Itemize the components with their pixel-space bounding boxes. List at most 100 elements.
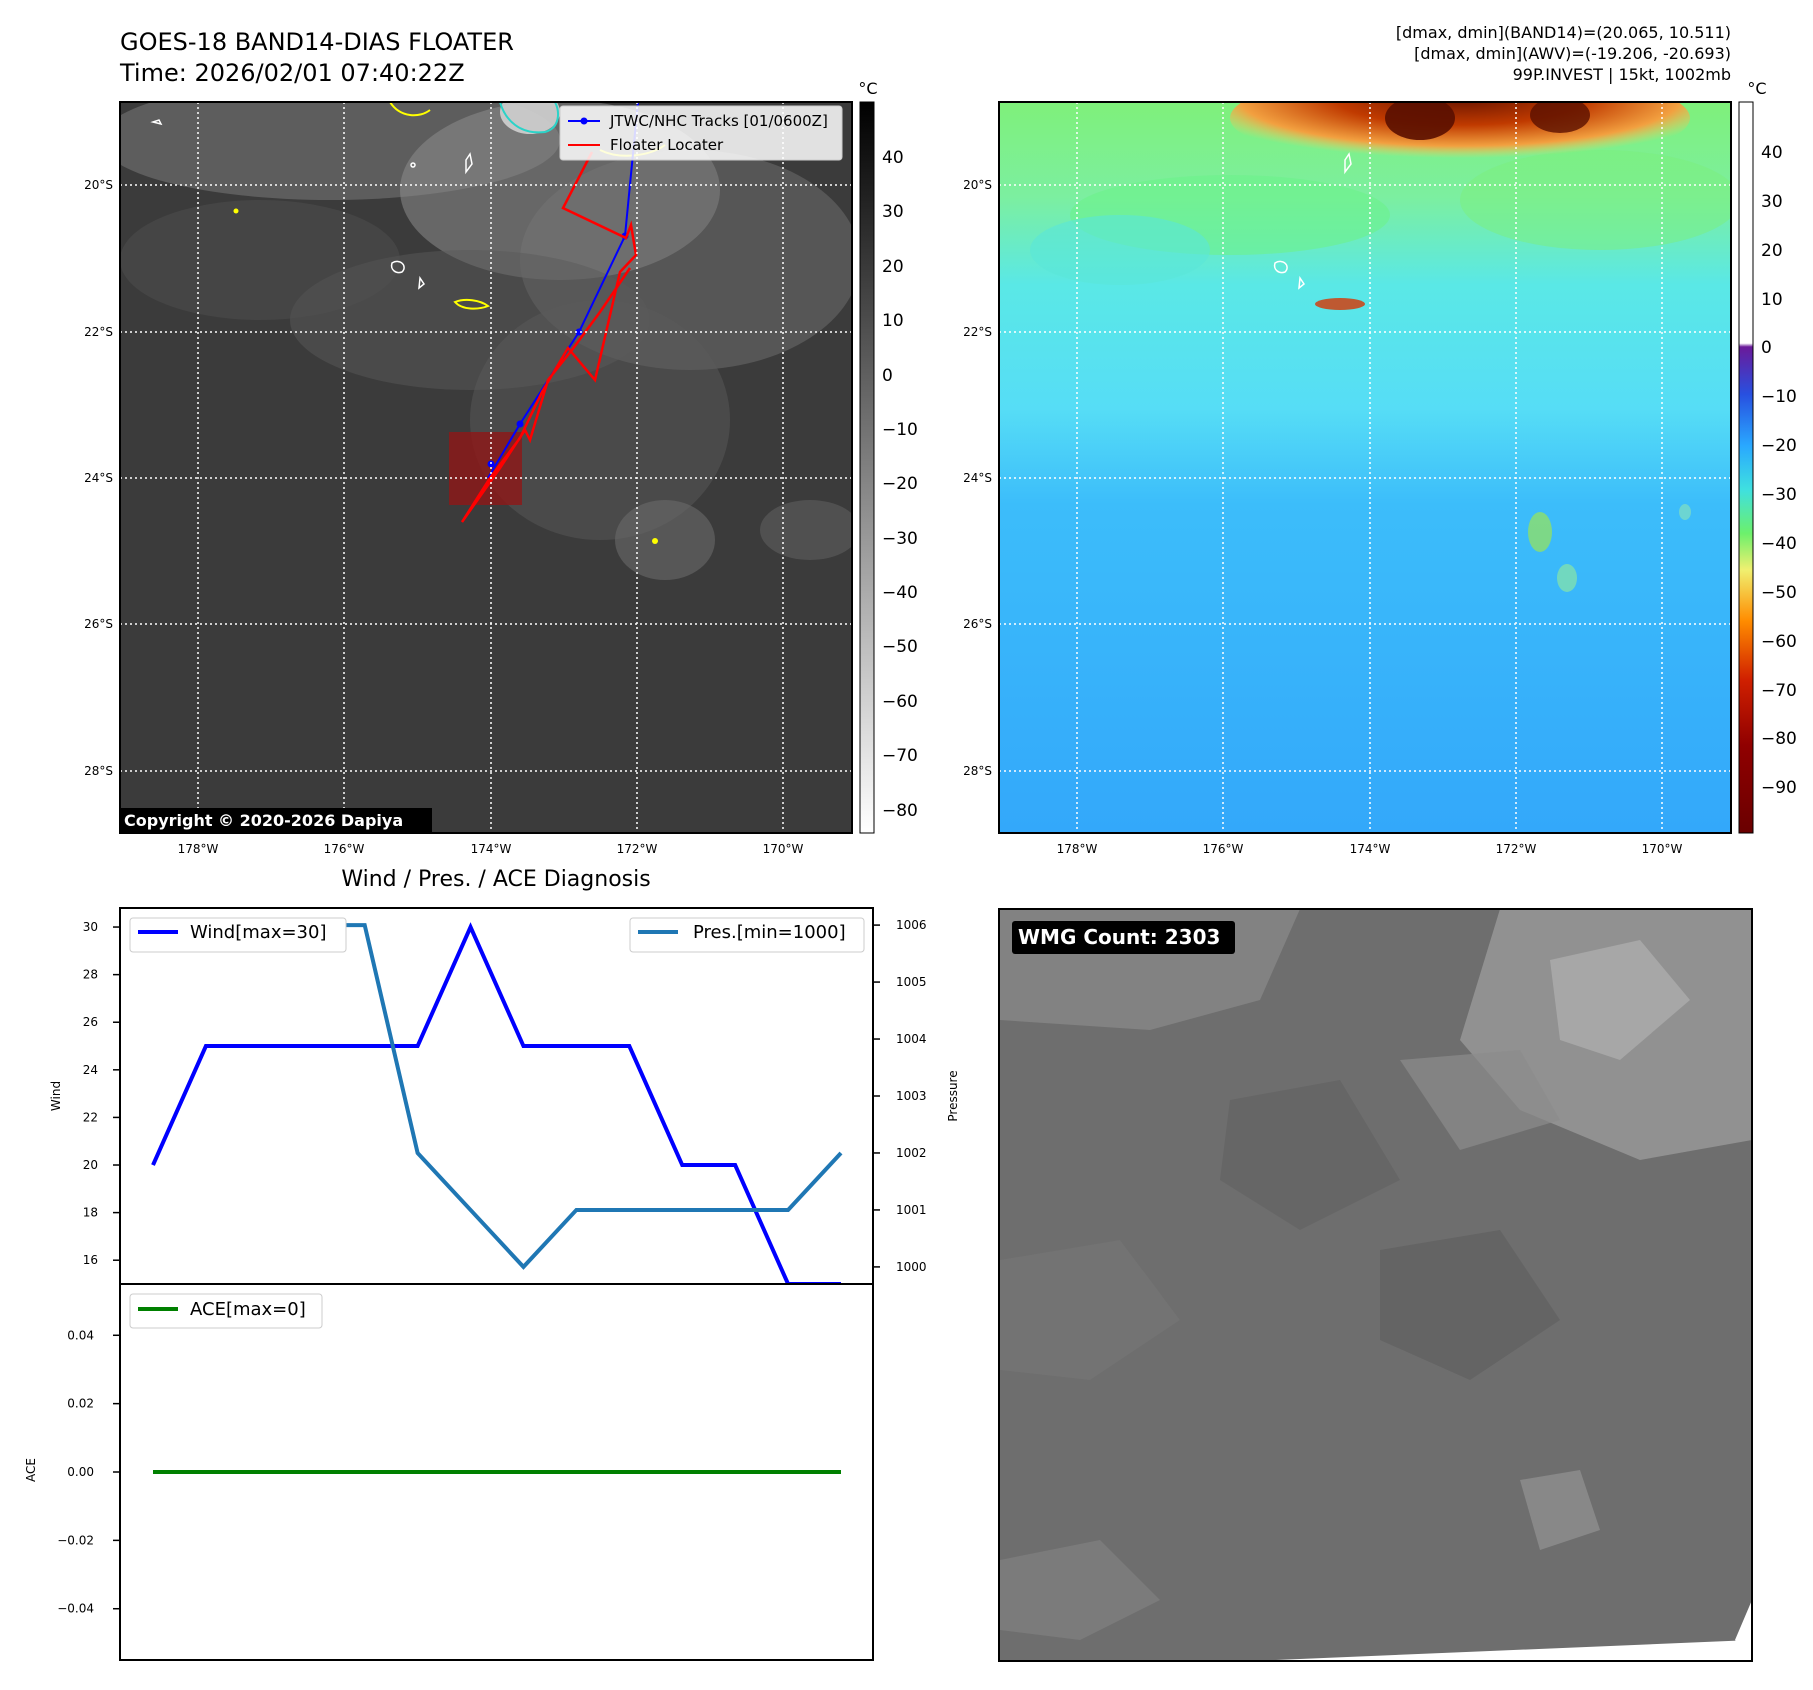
lon-label: 170°W bbox=[1642, 842, 1683, 856]
colorbar-tick: −90 bbox=[1761, 778, 1797, 798]
lon-label: 172°W bbox=[1496, 842, 1537, 856]
pressure-tick-label: 1004 bbox=[896, 1032, 927, 1046]
pressure-tick-label: 1000 bbox=[896, 1260, 927, 1274]
wind-tick-label: 30 bbox=[83, 920, 98, 934]
legend-locater-label: Floater Locater bbox=[610, 136, 724, 154]
ir-colorbar bbox=[859, 101, 875, 834]
lon-label: 178°W bbox=[1057, 842, 1098, 856]
lat-label: 26°S bbox=[963, 617, 992, 631]
ace-legend-label: ACE[max=0] bbox=[190, 1299, 306, 1320]
lat-label: 24°S bbox=[963, 471, 992, 485]
colorbar-tick: 30 bbox=[882, 202, 904, 222]
colorbar-tick: −70 bbox=[882, 746, 918, 766]
lon-label: 170°W bbox=[763, 842, 804, 856]
wmg-patch bbox=[1000, 1240, 1180, 1380]
ir-coastline bbox=[410, 162, 416, 168]
colorbar-tick: −10 bbox=[1761, 387, 1797, 407]
wind-ylabel: Wind bbox=[49, 1081, 63, 1111]
lat-label: 20°S bbox=[84, 178, 113, 192]
colorbar-tick: −60 bbox=[1761, 632, 1797, 652]
info-line-3: 99P.INVEST | 15kt, 1002mb bbox=[1513, 65, 1731, 84]
wmg-bright-patch bbox=[1550, 940, 1690, 1060]
wmg-dark-patch bbox=[1380, 1230, 1560, 1380]
colorbar-tick: 0 bbox=[882, 366, 893, 386]
awv-hot-core bbox=[1530, 102, 1590, 133]
wind-legend-label: Wind[max=30] bbox=[190, 922, 327, 943]
ir-colorbar-unit: °C bbox=[858, 79, 877, 98]
awv-coastline bbox=[1273, 260, 1288, 274]
awv-lat-labels: 20°S 22°S 24°S 26°S 28°S bbox=[963, 178, 992, 778]
lon-label: 176°W bbox=[1203, 842, 1244, 856]
colorbar-tick: −50 bbox=[882, 637, 918, 657]
ir-cold-top bbox=[500, 102, 560, 134]
colorbar-tick: −20 bbox=[1761, 436, 1797, 456]
lon-label: 176°W bbox=[324, 842, 365, 856]
ir-coastline bbox=[390, 260, 405, 274]
awv-gridlines bbox=[999, 102, 1731, 833]
lon-label: 172°W bbox=[617, 842, 658, 856]
ace-tick-label: 0.04 bbox=[67, 1328, 94, 1342]
ir-coastline bbox=[150, 119, 163, 126]
wmg-nodata-edge bbox=[1252, 1640, 1752, 1661]
ir-coastline bbox=[465, 152, 473, 175]
colorbar-tick: −20 bbox=[882, 474, 918, 494]
map-legend: JTWC/NHC Tracks [01/0600Z] Floater Locat… bbox=[559, 105, 843, 161]
colorbar-tick: 0 bbox=[1761, 338, 1772, 358]
ir-colorbar-ticks: 40 30 20 10 0 −10 −20 −30 −40 −50 −60 −7… bbox=[882, 148, 918, 821]
colorbar-tick: −40 bbox=[882, 583, 918, 603]
info-line-2: [dmax, dmin](AWV)=(-19.206, -20.693) bbox=[1414, 44, 1731, 63]
ace-axes: 0.04 0.02 0.00 −0.02 −0.04 ACE ACE[max=0] bbox=[24, 1283, 874, 1661]
diagnosis-title: Wind / Pres. / ACE Diagnosis bbox=[341, 867, 650, 892]
wind-legend: Wind[max=30] bbox=[129, 917, 347, 953]
ir-lon-labels: 178°W 176°W 174°W 172°W 170°W bbox=[178, 842, 804, 856]
ir-coastline bbox=[418, 275, 426, 290]
awv-moist-speck bbox=[1557, 564, 1577, 592]
lon-label: 178°W bbox=[178, 842, 219, 856]
floater-locater-line bbox=[460, 151, 638, 523]
ace-tick-label: 0.00 bbox=[67, 1465, 94, 1479]
pressure-tick-label: 1005 bbox=[896, 975, 927, 989]
colorbar-tick: 10 bbox=[882, 311, 904, 331]
colorbar-tick: −30 bbox=[1761, 485, 1797, 505]
ir-cold-speck bbox=[233, 208, 239, 214]
wmg-nodata-edge bbox=[1735, 1600, 1752, 1661]
wind-frame bbox=[119, 907, 874, 1285]
ir-contour-yellow bbox=[453, 298, 491, 310]
wmg-patch bbox=[1000, 1540, 1160, 1640]
wind-series-line bbox=[151, 922, 841, 1286]
track-point bbox=[575, 328, 583, 336]
awv-coastline bbox=[1344, 152, 1352, 175]
awv-moist-speck bbox=[1528, 512, 1552, 552]
wind-tick-label: 18 bbox=[83, 1206, 98, 1220]
legend-track-label: JTWC/NHC Tracks [01/0600Z] bbox=[609, 112, 828, 130]
pressure-ylabel: Pressure bbox=[946, 1070, 960, 1121]
pressure-y-ticks: 1006 1005 1004 1003 1002 1001 1000 bbox=[873, 918, 927, 1274]
colorbar-tick: −50 bbox=[1761, 583, 1797, 603]
lat-label: 20°S bbox=[963, 178, 992, 192]
lon-label: 174°W bbox=[471, 842, 512, 856]
colorbar-tick: −30 bbox=[882, 529, 918, 549]
wmg-dark-patch bbox=[1220, 1080, 1400, 1230]
ir-cloud-mass bbox=[470, 300, 730, 540]
track-point bbox=[516, 420, 524, 428]
wind-tick-label: 16 bbox=[83, 1253, 98, 1267]
ir-cloud-mass bbox=[615, 500, 715, 580]
awv-colorbar-unit: °C bbox=[1747, 79, 1766, 98]
colorbar-tick: −40 bbox=[1761, 534, 1797, 554]
wind-y-ticks: 30 28 26 24 22 20 18 16 bbox=[83, 920, 120, 1267]
ir-cloud-mass bbox=[760, 500, 852, 560]
awv-panel: 20°S 22°S 24°S 26°S 28°S 178°W 176°W 174… bbox=[963, 79, 1797, 856]
wind-tick-label: 26 bbox=[83, 1015, 98, 1029]
lat-label: 22°S bbox=[963, 325, 992, 339]
ir-contour-yellow bbox=[389, 102, 431, 117]
copyright-box bbox=[120, 808, 432, 833]
legend-track-marker bbox=[580, 117, 588, 125]
lat-label: 28°S bbox=[84, 764, 113, 778]
lat-label: 28°S bbox=[963, 764, 992, 778]
wind-tick-label: 28 bbox=[83, 968, 98, 982]
colorbar-tick: −80 bbox=[1761, 729, 1797, 749]
wmg-bright-patch bbox=[1520, 1470, 1600, 1550]
awv-coastline bbox=[1298, 275, 1306, 290]
ir-panel: JTWC/NHC Tracks [01/0600Z] Floater Locat… bbox=[84, 79, 918, 834]
